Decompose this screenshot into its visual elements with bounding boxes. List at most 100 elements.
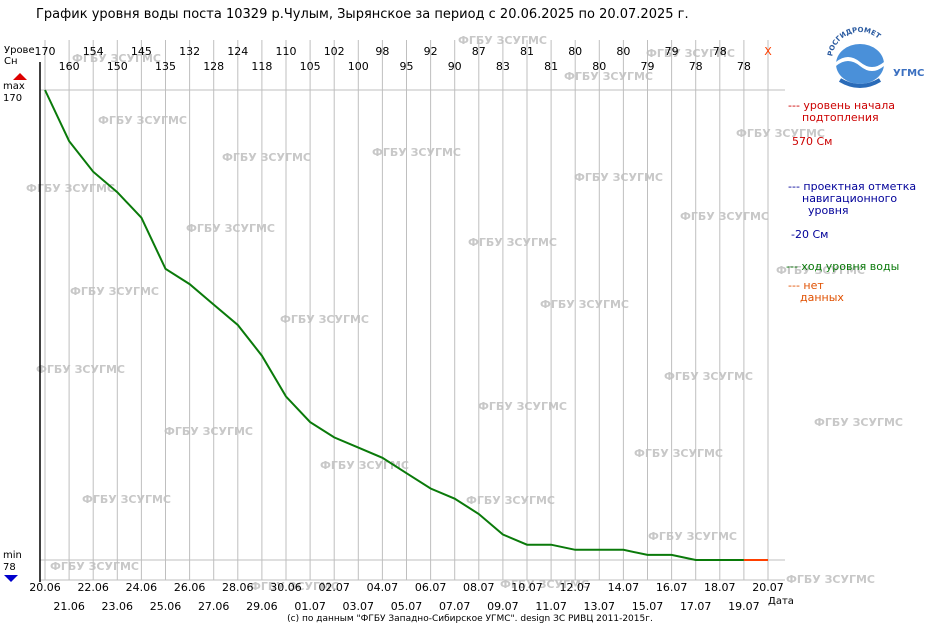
- min-value: 78: [3, 562, 16, 573]
- logo-ugms-text: УГМС: [893, 68, 925, 79]
- x-axis-title: Дата: [768, 596, 794, 607]
- top-value-label: 110: [276, 45, 297, 58]
- legend-nav-value: -20 См: [791, 228, 829, 241]
- top-value-label: 102: [324, 45, 345, 58]
- watermark-text: ФГБУ ЗСУГМС: [186, 222, 275, 235]
- x-tick-label: 02.07: [318, 581, 350, 594]
- logo-bottom-wave-icon: [838, 78, 882, 88]
- top-value-label: 79: [665, 45, 679, 58]
- top-value-label: 98: [375, 45, 389, 58]
- top-value-label: 80: [568, 45, 582, 58]
- max-arrow-icon: [13, 73, 27, 80]
- top-value-label: 78: [713, 45, 727, 58]
- watermark-text: ФГБУ ЗСУГМС: [50, 560, 139, 573]
- y-axis-unit: Сн: [4, 56, 18, 67]
- x-tick-label: 04.07: [367, 581, 399, 594]
- top-value-label: 79: [641, 60, 655, 73]
- x-tick-label: 06.07: [415, 581, 447, 594]
- top-value-label: 95: [400, 60, 414, 73]
- x-tick-label: 25.06: [150, 600, 182, 613]
- top-value-label: 160: [59, 60, 80, 73]
- x-tick-label: 13.07: [584, 600, 616, 613]
- x-tick-label: 18.07: [704, 581, 736, 594]
- watermark-text: ФГБУ ЗСУГМС: [70, 285, 159, 298]
- watermark-text: ФГБУ ЗСУГМС: [372, 146, 461, 159]
- x-tick-label: 28.06: [222, 581, 254, 594]
- logo-wave-icon: [836, 57, 884, 71]
- x-tick-label: 15.07: [632, 600, 664, 613]
- watermark-text: ФГБУ ЗСУГМС: [280, 313, 369, 326]
- x-tick-label: 21.06: [53, 600, 85, 613]
- watermark-text: ФГБУ ЗСУГМС: [786, 573, 875, 586]
- chart-title: График уровня воды поста 10329 р.Чулым, …: [36, 7, 689, 22]
- top-value-label: 81: [520, 45, 534, 58]
- x-tick-label: 20.07: [752, 581, 784, 594]
- top-value-label: 100: [348, 60, 369, 73]
- footer-credit: (c) по данным "ФГБУ Западно-Сибирское УГ…: [287, 614, 653, 624]
- top-value-label: 154: [83, 45, 104, 58]
- x-tick-label: 27.06: [198, 600, 230, 613]
- top-value-label: 90: [448, 60, 462, 73]
- x-tick-label: 17.07: [680, 600, 712, 613]
- top-value-label: 83: [496, 60, 510, 73]
- x-tick-label: 03.07: [343, 600, 375, 613]
- watermark-text: ФГБУ ЗСУГМС: [776, 264, 865, 277]
- x-tick-label: 16.07: [656, 581, 688, 594]
- x-tick-label: 20.06: [29, 581, 61, 594]
- top-value-label: X: [764, 45, 772, 58]
- top-value-label: 150: [107, 60, 128, 73]
- x-tick-label: 07.07: [439, 600, 471, 613]
- watermark-text: ФГБУ ЗСУГМС: [98, 114, 187, 127]
- watermark-text: ФГБУ ЗСУГМС: [72, 52, 161, 65]
- top-value-label: 145: [131, 45, 152, 58]
- x-tick-label: 23.06: [102, 600, 134, 613]
- top-value-label: 118: [251, 60, 272, 73]
- watermark-text: ФГБУ ЗСУГМС: [82, 493, 171, 506]
- top-value-label: 92: [424, 45, 438, 58]
- legend-nodata-label: --- нет данных: [788, 279, 844, 304]
- watermark-text: ФГБУ ЗСУГМС: [634, 447, 723, 460]
- x-tick-label: 09.07: [487, 600, 519, 613]
- watermark-text: ФГБУ ЗСУГМС: [164, 425, 253, 438]
- x-tick-label: 19.07: [728, 600, 760, 613]
- x-tick-label: 12.07: [559, 581, 591, 594]
- watermark-text: ФГБУ ЗСУГМС: [648, 530, 737, 543]
- watermark-text: ФГБУ ЗСУГМС: [680, 210, 769, 223]
- top-value-label: 170: [35, 45, 56, 58]
- watermark-text: ФГБУ ЗСУГМС: [574, 171, 663, 184]
- top-value-label: 132: [179, 45, 200, 58]
- watermark-text: ФГБУ ЗСУГМС: [664, 370, 753, 383]
- x-tick-label: 11.07: [535, 600, 567, 613]
- x-tick-label: 26.06: [174, 581, 206, 594]
- max-value: 170: [3, 93, 23, 104]
- watermark-text: ФГБУ ЗСУГМС: [646, 47, 735, 60]
- top-value-label: 135: [155, 60, 176, 73]
- watermark-text: ФГБУ ЗСУГМС: [814, 416, 903, 429]
- top-value-label: 78: [689, 60, 703, 73]
- top-value-label: 81: [544, 60, 558, 73]
- legend-flood-label: --- уровень начала подтопления: [788, 99, 895, 124]
- top-value-label: 87: [472, 45, 486, 58]
- x-tick-label: 01.07: [294, 600, 326, 613]
- y-axis-title: Урове: [4, 45, 35, 56]
- legend-nav-label: --- проектная отметка навигационного уро…: [788, 180, 917, 217]
- min-arrow-icon: [4, 575, 18, 582]
- x-tick-label: 29.06: [246, 600, 278, 613]
- top-value-label: 128: [203, 60, 224, 73]
- watermark-text: ФГБУ ЗСУГМС: [500, 578, 589, 591]
- x-tick-label: 22.06: [77, 581, 109, 594]
- watermark-text: ФГБУ ЗСУГМС: [468, 236, 557, 249]
- top-value-label: 80: [592, 60, 606, 73]
- x-tick-label: 10.07: [511, 581, 543, 594]
- top-value-label: 80: [616, 45, 630, 58]
- watermark-text: ФГБУ ЗСУГМС: [320, 459, 409, 472]
- watermark-text: ФГБУ ЗСУГМС: [564, 70, 653, 83]
- min-label: min: [3, 550, 22, 561]
- x-tick-label: 24.06: [126, 581, 158, 594]
- top-value-label: 105: [300, 60, 321, 73]
- watermark-text: ФГБУ ЗСУГМС: [222, 151, 311, 164]
- watermark-text: ФГБУ ЗСУГМС: [250, 580, 339, 593]
- watermark-text: ФГБУ ЗСУГМС: [736, 127, 825, 140]
- x-tick-label: 30.06: [270, 581, 302, 594]
